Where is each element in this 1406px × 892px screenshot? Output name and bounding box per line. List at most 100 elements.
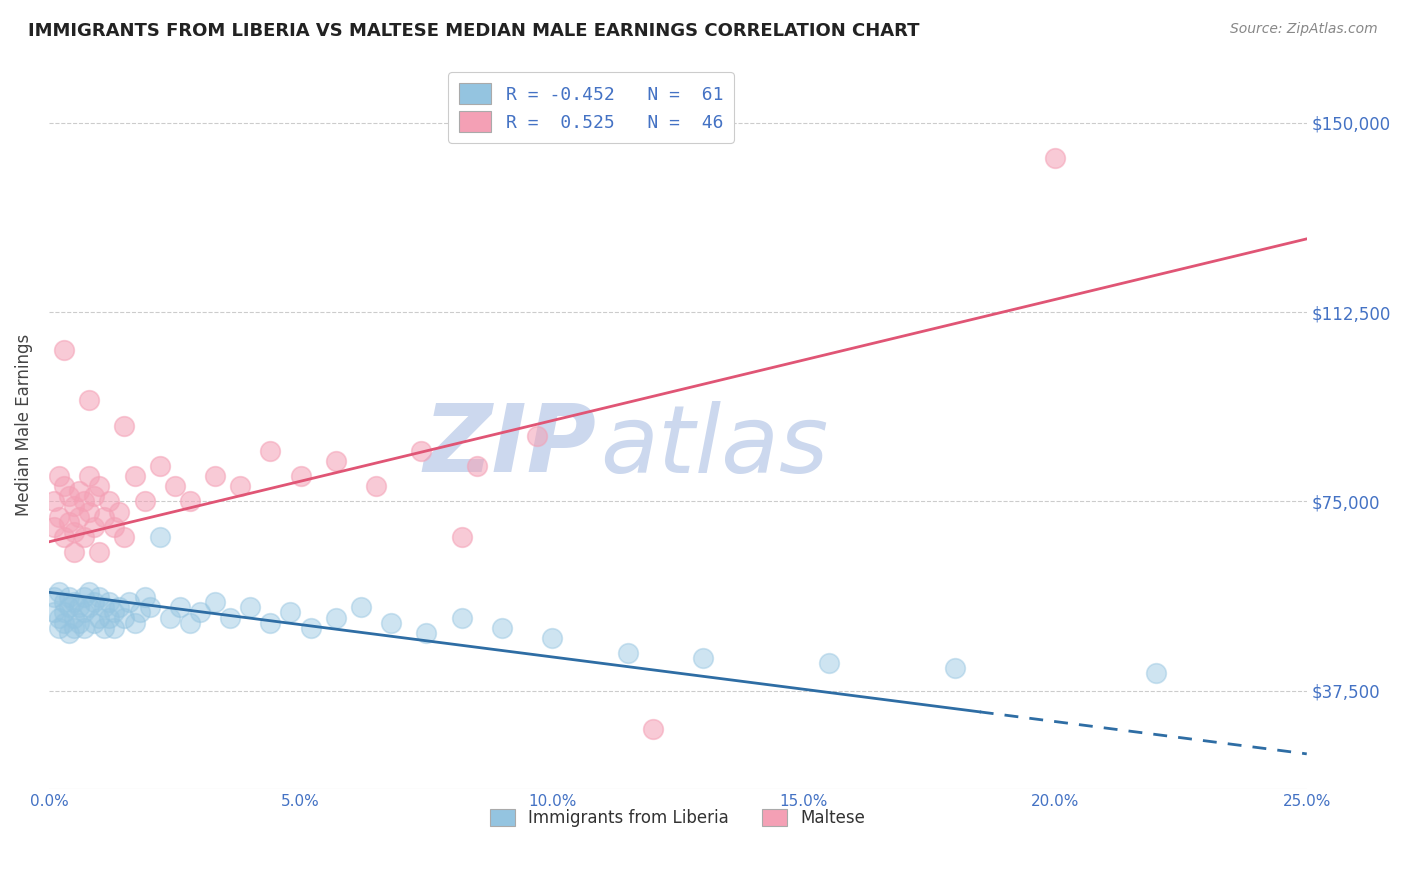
Point <box>817 656 839 670</box>
Point <box>114 530 136 544</box>
Point <box>350 600 373 615</box>
Point <box>1045 151 1067 165</box>
Point <box>259 444 281 458</box>
Point <box>67 615 90 630</box>
Point <box>450 530 472 544</box>
Point <box>149 458 172 473</box>
Point <box>53 343 76 357</box>
Point <box>325 454 347 468</box>
Point <box>128 606 150 620</box>
Point <box>48 610 70 624</box>
Point <box>229 479 252 493</box>
Point <box>77 393 100 408</box>
Point <box>219 610 242 624</box>
Point <box>114 610 136 624</box>
Point <box>692 651 714 665</box>
Point <box>204 469 226 483</box>
Point <box>364 479 387 493</box>
Point <box>415 625 437 640</box>
Point <box>48 469 70 483</box>
Point <box>491 621 513 635</box>
Point <box>58 489 80 503</box>
Point <box>134 591 156 605</box>
Point <box>42 494 65 508</box>
Point <box>77 585 100 599</box>
Point <box>325 610 347 624</box>
Point <box>67 509 90 524</box>
Point <box>63 545 86 559</box>
Point <box>179 615 201 630</box>
Point <box>89 545 111 559</box>
Point <box>1144 666 1167 681</box>
Point <box>149 530 172 544</box>
Point <box>63 610 86 624</box>
Text: IMMIGRANTS FROM LIBERIA VS MALTESE MEDIAN MALE EARNINGS CORRELATION CHART: IMMIGRANTS FROM LIBERIA VS MALTESE MEDIA… <box>28 22 920 40</box>
Text: Source: ZipAtlas.com: Source: ZipAtlas.com <box>1230 22 1378 37</box>
Point <box>58 515 80 529</box>
Point <box>290 469 312 483</box>
Point <box>67 600 90 615</box>
Point <box>93 621 115 635</box>
Point <box>134 494 156 508</box>
Point <box>89 479 111 493</box>
Point <box>411 444 433 458</box>
Point <box>73 606 96 620</box>
Point <box>450 610 472 624</box>
Point <box>42 519 65 533</box>
Point <box>63 621 86 635</box>
Text: ZIP: ZIP <box>423 401 596 492</box>
Point <box>58 625 80 640</box>
Point <box>641 722 664 736</box>
Point <box>53 479 76 493</box>
Point <box>73 494 96 508</box>
Legend: Immigrants from Liberia, Maltese: Immigrants from Liberia, Maltese <box>482 801 875 836</box>
Point <box>89 610 111 624</box>
Point <box>118 595 141 609</box>
Point <box>943 661 966 675</box>
Point <box>98 610 121 624</box>
Text: atlas: atlas <box>600 401 828 491</box>
Point <box>103 621 125 635</box>
Y-axis label: Median Male Earnings: Median Male Earnings <box>15 334 32 516</box>
Point <box>114 418 136 433</box>
Point <box>93 600 115 615</box>
Point <box>73 621 96 635</box>
Point <box>124 469 146 483</box>
Point <box>526 429 548 443</box>
Point <box>204 595 226 609</box>
Point <box>259 615 281 630</box>
Point <box>42 591 65 605</box>
Point <box>188 606 211 620</box>
Point <box>380 615 402 630</box>
Point <box>77 504 100 518</box>
Point <box>67 484 90 499</box>
Point <box>48 585 70 599</box>
Point <box>53 530 76 544</box>
Point <box>98 595 121 609</box>
Point <box>83 595 105 609</box>
Point <box>83 615 105 630</box>
Point <box>465 458 488 473</box>
Point <box>239 600 262 615</box>
Point <box>53 595 76 609</box>
Point <box>77 600 100 615</box>
Point <box>63 500 86 514</box>
Point <box>280 606 302 620</box>
Point <box>138 600 160 615</box>
Point <box>124 615 146 630</box>
Point <box>53 615 76 630</box>
Point <box>103 606 125 620</box>
Point <box>159 610 181 624</box>
Point <box>63 524 86 539</box>
Point <box>53 606 76 620</box>
Point <box>58 591 80 605</box>
Point <box>48 621 70 635</box>
Point <box>42 606 65 620</box>
Point <box>169 600 191 615</box>
Point <box>103 519 125 533</box>
Point <box>73 530 96 544</box>
Point <box>83 519 105 533</box>
Point <box>541 631 564 645</box>
Point <box>58 600 80 615</box>
Point <box>73 591 96 605</box>
